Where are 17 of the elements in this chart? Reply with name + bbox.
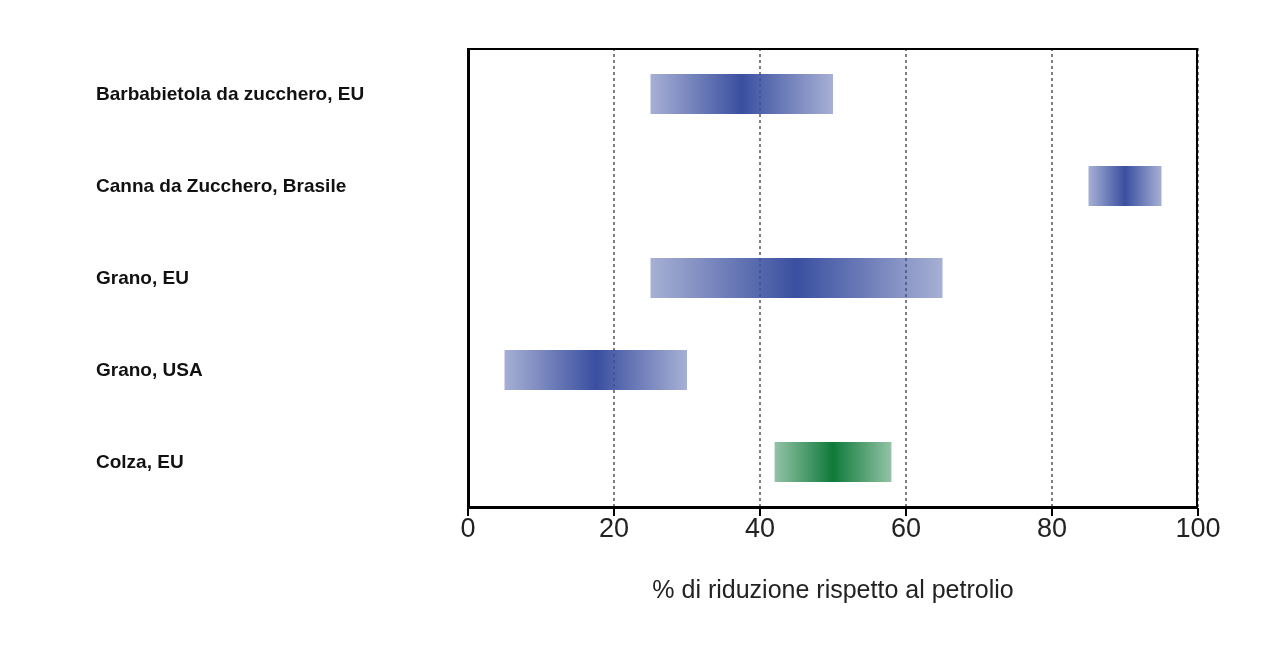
y-tick-label: Grano, USA	[96, 359, 203, 380]
x-tick-label: 0	[460, 513, 476, 544]
x-tick-label: 20	[598, 513, 630, 544]
x-tick-label: 40	[744, 513, 776, 544]
y-tick-label: Canna da Zucchero, Brasile	[96, 175, 347, 196]
y-tick-label: Grano, EU	[96, 267, 189, 288]
bar	[650, 74, 833, 114]
x-tick-label: 60	[890, 513, 922, 544]
x-tick-label: 100	[1175, 513, 1221, 544]
bar	[504, 350, 687, 390]
x-tick-label: 80	[1036, 513, 1068, 544]
bar	[774, 442, 892, 482]
x-axis-title: % di riduzione rispetto al petrolio	[652, 575, 1014, 603]
y-tick-label: Barbabietola da zucchero, EU	[96, 83, 365, 104]
bar	[650, 258, 943, 298]
y-tick-label: Colza, EU	[96, 451, 184, 472]
bar	[1088, 166, 1162, 206]
